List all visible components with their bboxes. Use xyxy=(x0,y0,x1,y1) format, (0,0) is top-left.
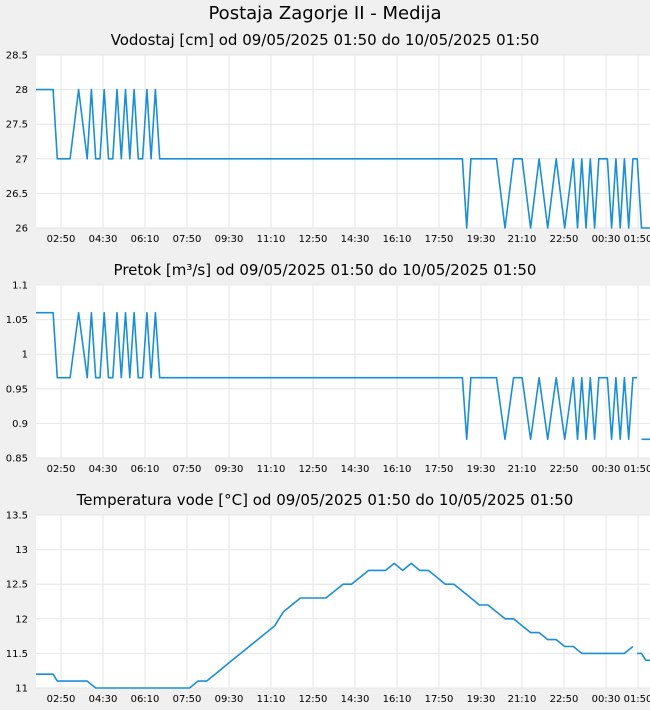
series-line xyxy=(36,88,650,229)
y-tick-label: 13 xyxy=(15,545,28,556)
x-tick-label: 19:30 xyxy=(467,464,496,475)
x-tick-label: 16:10 xyxy=(383,694,412,705)
x-tick-label: 14:30 xyxy=(341,234,370,245)
y-tick-label: 27 xyxy=(15,154,28,165)
x-tick-label: 07:50 xyxy=(173,464,202,475)
x-tick-label: 00:30 xyxy=(592,694,621,705)
y-tick-label: 0.85 xyxy=(6,454,28,465)
x-tick-label: 16:10 xyxy=(383,464,412,475)
y-tick-label: 26 xyxy=(15,224,28,235)
x-tick-label: 21:10 xyxy=(508,694,537,705)
y-tick-label: 27.5 xyxy=(6,120,28,131)
x-tick-label: 02:50 xyxy=(47,234,76,245)
y-tick-label: 11 xyxy=(15,684,28,695)
x-tick-label: 06:10 xyxy=(131,234,160,245)
x-tick-label: 01:50 xyxy=(624,234,650,245)
x-tick-label: 19:30 xyxy=(467,694,496,705)
x-tick-label: 09:30 xyxy=(215,694,244,705)
y-tick-label: 28 xyxy=(15,85,28,96)
y-tick-label: 1.1 xyxy=(12,281,28,292)
x-tick-label: 17:50 xyxy=(425,234,454,245)
y-tick-label: 28.5 xyxy=(6,51,28,62)
y-tick-label: 0.95 xyxy=(6,384,28,395)
plot-area-1 xyxy=(36,55,650,228)
x-tick-label: 02:50 xyxy=(47,694,76,705)
y-tick-label: 13.5 xyxy=(6,511,28,522)
y-tick-label: 11.5 xyxy=(6,649,28,660)
y-tick-label: 12.5 xyxy=(6,580,28,591)
x-tick-label: 07:50 xyxy=(173,694,202,705)
x-tick-label: 17:50 xyxy=(425,694,454,705)
plot-area-2 xyxy=(36,285,650,458)
y-tick-label: 26.5 xyxy=(6,189,28,200)
y-tick-label: 12 xyxy=(15,614,28,625)
page-title: Postaja Zagorje II - Medija xyxy=(208,3,442,24)
chart-title-1: Vodostaj [cm] od 09/05/2025 01:50 do 10/… xyxy=(111,31,540,49)
x-tick-label: 14:30 xyxy=(341,464,370,475)
x-tick-label: 11:10 xyxy=(257,464,286,475)
series-line xyxy=(36,562,634,689)
series-line xyxy=(36,311,638,441)
x-tick-label: 09:30 xyxy=(215,464,244,475)
x-tick-label: 12:50 xyxy=(299,464,328,475)
x-tick-label: 01:50 xyxy=(624,464,650,475)
x-tick-label: 17:50 xyxy=(425,464,454,475)
x-tick-label: 16:10 xyxy=(383,234,412,245)
x-tick-label: 22:50 xyxy=(550,694,579,705)
x-tick-label: 22:50 xyxy=(550,234,579,245)
x-tick-label: 22:50 xyxy=(550,464,579,475)
x-tick-label: 09:30 xyxy=(215,234,244,245)
y-tick-label: 1.05 xyxy=(6,315,28,326)
x-tick-label: 19:30 xyxy=(467,234,496,245)
chart-title-3: Temperatura vode [°C] od 09/05/2025 01:5… xyxy=(76,491,574,509)
y-tick-label: 1 xyxy=(22,350,28,361)
x-tick-label: 04:30 xyxy=(89,234,118,245)
x-tick-label: 21:10 xyxy=(508,234,537,245)
x-tick-label: 12:50 xyxy=(299,694,328,705)
x-tick-label: 11:10 xyxy=(257,694,286,705)
x-tick-label: 00:30 xyxy=(592,234,621,245)
y-tick-label: 0.9 xyxy=(12,419,28,430)
x-tick-label: 02:50 xyxy=(47,464,76,475)
x-tick-label: 04:30 xyxy=(89,694,118,705)
x-tick-label: 21:10 xyxy=(508,464,537,475)
x-tick-label: 06:10 xyxy=(131,694,160,705)
x-tick-label: 11:10 xyxy=(257,234,286,245)
x-tick-label: 06:10 xyxy=(131,464,160,475)
x-tick-label: 01:50 xyxy=(624,694,650,705)
x-tick-label: 00:30 xyxy=(592,464,621,475)
x-tick-label: 07:50 xyxy=(173,234,202,245)
x-tick-label: 14:30 xyxy=(341,694,370,705)
chart-title-2: Pretok [m³/s] od 09/05/2025 01:50 do 10/… xyxy=(114,261,537,279)
plot-area-3 xyxy=(36,515,650,688)
x-tick-label: 12:50 xyxy=(299,234,328,245)
x-tick-label: 04:30 xyxy=(89,464,118,475)
series-line xyxy=(637,652,650,662)
